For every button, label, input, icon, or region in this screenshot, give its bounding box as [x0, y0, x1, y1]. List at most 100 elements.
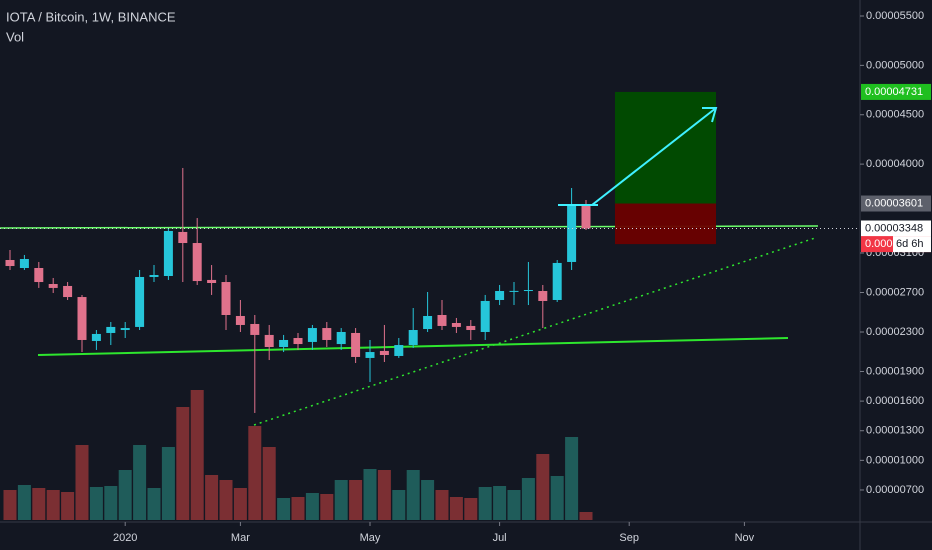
x-tick-label: May	[360, 532, 381, 544]
candle-body	[379, 350, 389, 355]
candle-body	[336, 331, 346, 345]
candle-body	[437, 315, 447, 326]
y-tick-label: 0.00001000	[866, 454, 924, 466]
x-tick-label: Mar	[231, 532, 250, 544]
candle-body	[106, 326, 116, 333]
last-price-label-bg	[861, 220, 931, 237]
volume-bar	[565, 437, 579, 520]
volume-bar	[349, 480, 363, 520]
candle-body	[538, 291, 548, 301]
volume-bar	[161, 447, 175, 520]
candle-body	[581, 205, 591, 229]
volume-bar	[550, 476, 564, 520]
target-label: 0.00004731	[865, 86, 923, 98]
candle-body	[423, 315, 433, 330]
x-tick-label: Nov	[735, 532, 755, 544]
candle-body	[221, 282, 231, 316]
y-tick-label: 0.00001300	[866, 425, 924, 437]
candle-body	[120, 328, 130, 331]
candle-body	[279, 339, 289, 347]
volume-bar	[320, 494, 334, 520]
y-tick-label: 0.00005500	[866, 10, 924, 22]
candle-body	[451, 323, 461, 327]
volume-bar	[291, 497, 305, 520]
volume-bar	[89, 487, 103, 520]
volume-bar	[248, 426, 262, 520]
loss-zone	[615, 203, 716, 245]
y-tick-label: 0.00004000	[866, 158, 924, 170]
volume-bar	[190, 390, 204, 520]
volume-bar	[277, 498, 291, 520]
volume-bar	[377, 470, 391, 520]
candle-body	[5, 260, 15, 267]
candle-body	[192, 243, 202, 282]
x-tick-label: Jul	[493, 532, 507, 544]
volume-bar	[205, 475, 219, 520]
candle-body	[322, 328, 332, 340]
candle-body	[178, 231, 188, 244]
volume-bar	[17, 485, 31, 520]
volume-bar	[219, 480, 233, 520]
candle-body	[394, 345, 404, 356]
volume-bar	[305, 493, 319, 520]
volume-bar	[464, 498, 478, 520]
candle-body	[509, 290, 519, 292]
volume-bar	[46, 490, 60, 520]
arrow-line	[591, 107, 717, 206]
volume-label: Vol	[6, 29, 24, 44]
candle-body	[235, 315, 245, 325]
candle-body	[293, 338, 303, 345]
countdown: 6d 6h	[896, 238, 924, 250]
candle-body	[523, 290, 533, 292]
y-tick-label: 0.00005000	[866, 59, 924, 71]
chart-title: IOTA / Bitcoin, 1W, BINANCE	[6, 9, 176, 24]
volume-bar	[3, 490, 17, 520]
volume-bar	[176, 407, 190, 520]
candle-body	[19, 259, 29, 268]
volume-bar	[32, 488, 46, 520]
x-tick-label: Sep	[619, 532, 639, 544]
volume-bar	[133, 445, 147, 520]
volume-bar	[478, 487, 492, 520]
volume-bar	[435, 490, 449, 520]
volume-bar	[75, 445, 89, 520]
volume-bar	[579, 512, 593, 520]
candle-body	[163, 230, 173, 276]
y-tick-label: 0.00002700	[866, 286, 924, 298]
candle-body	[77, 297, 87, 340]
volume-bar	[262, 447, 276, 520]
entry-label-bg	[861, 195, 931, 212]
volume-bar	[521, 478, 535, 520]
candle-body	[207, 279, 217, 284]
dotted-trend-line	[253, 237, 816, 426]
volume-bar	[421, 480, 435, 520]
volume-bar	[147, 488, 161, 520]
candle-body	[63, 285, 73, 298]
volume-bar	[392, 490, 406, 520]
volume-bar	[104, 486, 118, 520]
candle-body	[135, 276, 145, 327]
candle-body	[480, 300, 490, 332]
candle-body	[149, 275, 159, 277]
y-tick-label: 0.00002300	[866, 326, 924, 338]
volume-bar	[334, 480, 348, 520]
candle-body	[264, 334, 274, 347]
last-price-label: 0.00003348	[865, 222, 923, 234]
volume-bar	[118, 470, 132, 520]
y-tick-label: 0.00001600	[866, 395, 924, 407]
volume-bar	[536, 454, 550, 520]
candle-body	[408, 330, 418, 346]
volume-bar	[507, 490, 521, 520]
volume-bar	[493, 486, 507, 520]
candle-body	[351, 332, 361, 357]
y-tick-label: 0.00000700	[866, 484, 924, 496]
countdown-bg	[893, 236, 931, 253]
volume-bar	[233, 488, 247, 520]
volume-bar	[61, 492, 75, 520]
volume-bar	[363, 469, 377, 520]
candle-body	[307, 328, 317, 342]
target-label-bg	[861, 83, 931, 100]
candle-body	[466, 325, 476, 331]
